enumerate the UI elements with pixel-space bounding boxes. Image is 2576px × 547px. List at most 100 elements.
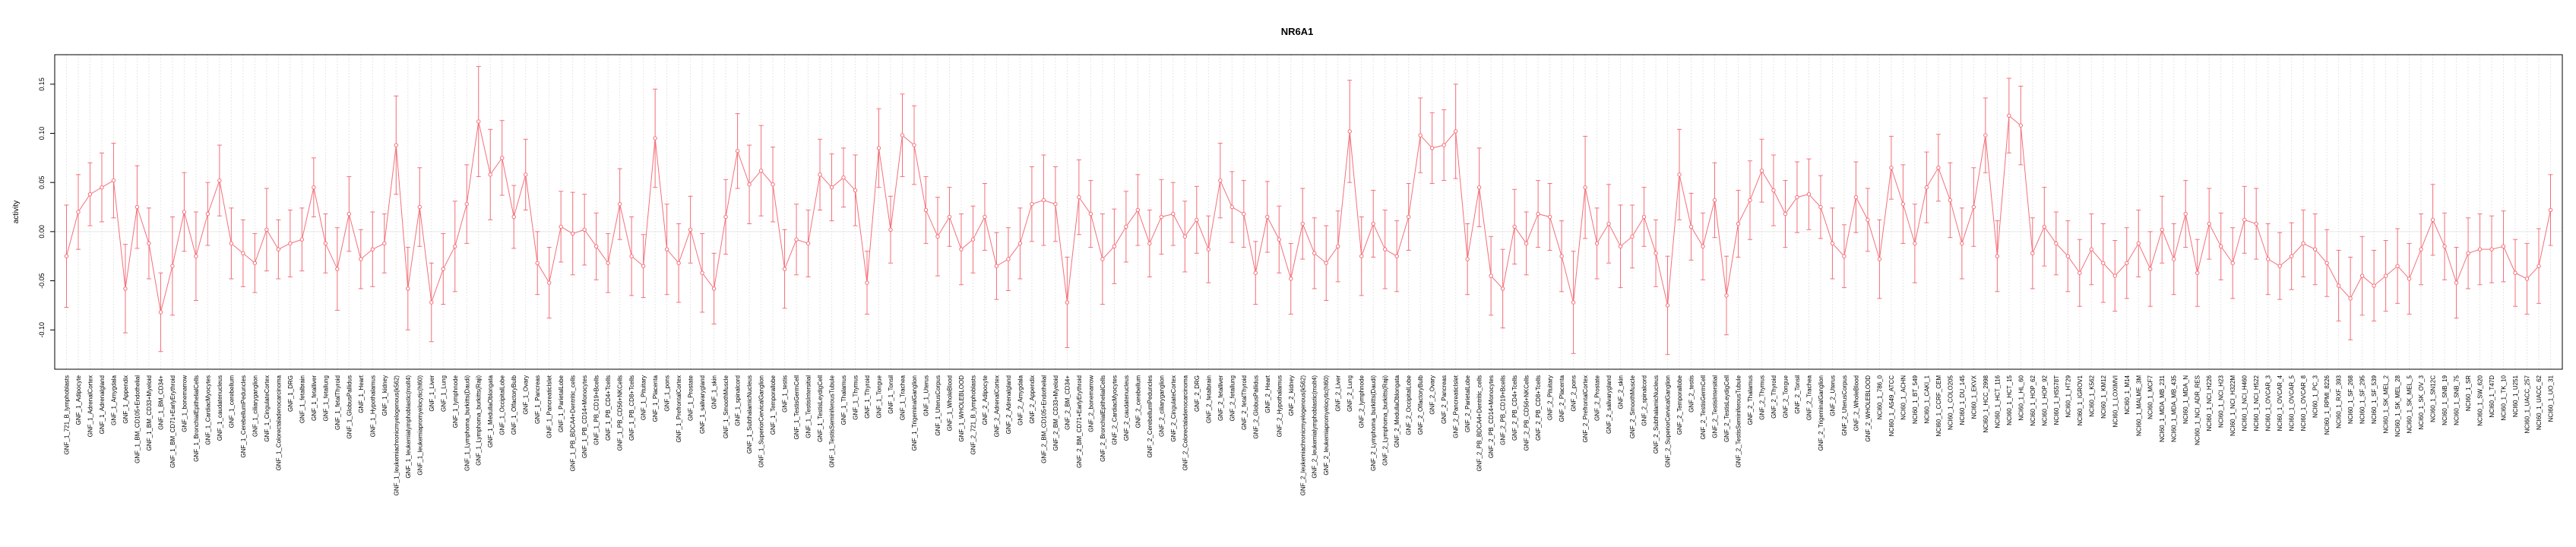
data-point: [2501, 244, 2506, 248]
data-point: [2359, 274, 2365, 278]
x-tick-label: GNF_2_Liver: [1335, 375, 1342, 412]
data-point: [1336, 244, 1340, 248]
x-tick-label: NCI60_1_OVCAR_4: [2277, 375, 2283, 431]
data-point: [394, 143, 398, 147]
x-tick-label: NCI60_1_M14: [2124, 375, 2131, 414]
x-tick-label: GNF_2_Lymphoma_burkitts(Daudi): [1370, 375, 1377, 471]
x-tick-label: NCI60_1_SK_MEL_28: [2394, 375, 2401, 436]
data-point: [1759, 168, 1764, 173]
data-point: [2195, 270, 2200, 275]
x-tick-label: GNF_1_leukemialymphoblastic(molt4): [405, 375, 412, 479]
data-point: [417, 204, 422, 210]
data-point: [888, 227, 893, 232]
data-point: [382, 241, 387, 246]
x-tick-label: GNF_2_salivarygland: [1606, 375, 1612, 434]
data-point: [735, 149, 740, 153]
data-point: [1948, 198, 1953, 203]
data-point: [829, 185, 834, 190]
x-tick-label: GNF_1_PB_CD8+Tcells: [628, 375, 635, 441]
data-point: [1300, 221, 1305, 226]
x-tick-label: GNF_1_WHOLEBLOOD: [958, 375, 965, 442]
data-point: [876, 146, 881, 150]
x-tick-label: GNF_1_Lymphoma_burkitts(Daudi): [464, 375, 470, 471]
x-tick-label: NCI60_1_BT_549: [1912, 375, 1919, 424]
data-point: [1006, 257, 1011, 261]
x-tick-label: GNF_2_MedullaOblongata: [1394, 375, 1400, 447]
data-point: [1030, 201, 1034, 207]
x-tick-label: NCI60_1_SK_MEL_2: [2383, 375, 2390, 433]
data-point: [370, 247, 375, 251]
data-point: [1924, 185, 1929, 190]
x-tick-label: GNF_2_Lymphoma_burkitts(Raji): [1382, 375, 1389, 466]
data-point: [1748, 198, 1752, 203]
x-tick-label: NCI60_1_MDA_N: [2182, 375, 2189, 424]
x-tick-label: GNF_1_PB_BDCA4+Dentritic_cells: [570, 375, 577, 472]
x-tick-label: NCI60_1_UACC_257: [2524, 375, 2531, 433]
x-tick-label: GNF_1_Prostate: [688, 375, 695, 421]
x-tick-label: GNF_1_leukemiapromyelocytic(hl60): [416, 375, 423, 476]
data-point: [1394, 254, 1399, 258]
x-tick-label: GNF_2_Pancreas: [1441, 375, 1448, 424]
x-tick-label: NCI60_1_SF_539: [2371, 375, 2378, 424]
x-tick-label: GNF_1_WholeBlood: [946, 375, 953, 431]
x-tick-label: GNF_1_TestisIntersitial: [805, 375, 812, 438]
data-point: [1818, 204, 1823, 210]
x-tick-label: GNF_2_WHOLEBLOOD: [1865, 375, 1872, 442]
data-point: [205, 211, 210, 217]
data-point: [1206, 247, 1211, 251]
x-tick-label: NCI60_1_SR: [2465, 375, 2472, 411]
data-point: [1630, 234, 1635, 239]
x-tick-label: NCI60_1_HL_60: [2017, 375, 2024, 420]
x-tick-label: NCI60_1_NCI_H522: [2253, 375, 2260, 431]
data-point: [1277, 237, 1281, 242]
x-tick-label: GNF_1_Trachea: [899, 375, 906, 420]
x-tick-label: GNF_2_TrigeminalGanglion: [1818, 375, 1824, 451]
data-point: [853, 188, 858, 193]
x-tick-label: GNF_2_721_B_lymphoblasts: [970, 375, 976, 455]
data-point: [959, 247, 964, 251]
x-tick-label: NCI60_1_HCT_116: [1994, 375, 2001, 428]
data-point: [1536, 211, 1540, 217]
series-line: [66, 115, 2551, 313]
x-tick-label: GNF_1_SmoothMuscle: [723, 375, 729, 438]
x-tick-label: GNF_1_Tonsil: [888, 375, 894, 414]
x-tick-label: GNF_1_CardiacMyocytes: [204, 375, 211, 445]
x-tick-label: GNF_2_Temporallobe: [1676, 375, 1683, 435]
x-tick-label: GNF_1_SubthalamicNucleus: [746, 375, 753, 454]
x-tick-label: GNF_1_Tongue: [876, 375, 883, 418]
x-tick-label: NCI60_1_HCT_15: [2006, 375, 2013, 425]
data-point: [429, 300, 434, 305]
x-tick-label: GNF_1_Lymphoma_burkitts(Raji): [476, 375, 483, 466]
data-point: [617, 201, 622, 207]
x-tick-label: GNF_2_CardiacMyocytes: [1111, 375, 1118, 445]
data-point: [312, 185, 316, 190]
x-tick-label: GNF_2_pons: [1571, 375, 1578, 412]
x-tick-label: GNF_1_caudatenucleus: [217, 375, 223, 441]
x-tick-label: GNF_2_Thalamus: [1747, 375, 1754, 425]
x-tick-label: GNF_2_bonemarrow: [1087, 375, 1094, 432]
data-point: [406, 286, 410, 291]
data-point: [2477, 247, 2483, 251]
data-point: [123, 286, 128, 291]
data-point: [970, 237, 976, 242]
x-tick-label: GNF_1_TestisGermCell: [793, 375, 800, 440]
data-point: [1688, 224, 1694, 229]
data-point: [1312, 251, 1317, 256]
data-point: [476, 119, 481, 124]
x-tick-label: GNF_2_fetalbrain: [1205, 375, 1212, 423]
data-point: [359, 257, 363, 261]
data-point: [1913, 241, 1917, 246]
data-point: [1559, 254, 1564, 258]
x-tick-label: GNF_2_leukemialymphoblastic(molt4): [1312, 375, 1318, 479]
x-tick-label: GNF_1_DRG: [287, 375, 294, 412]
x-tick-label: GNF_1_Thalamus: [840, 375, 847, 425]
x-tick-label: NCI60_1_A549_ATCC: [1888, 375, 1895, 437]
data-point: [2054, 241, 2059, 246]
x-tick-label: GNF_2_ParietalLobe: [1464, 375, 1471, 432]
data-point: [134, 204, 140, 210]
data-point: [323, 241, 328, 246]
plot-frame: [54, 54, 2563, 370]
data-point: [2524, 277, 2530, 281]
x-tick-label: NCI60_1_786_0: [1876, 375, 1883, 419]
data-point: [1359, 254, 1364, 258]
